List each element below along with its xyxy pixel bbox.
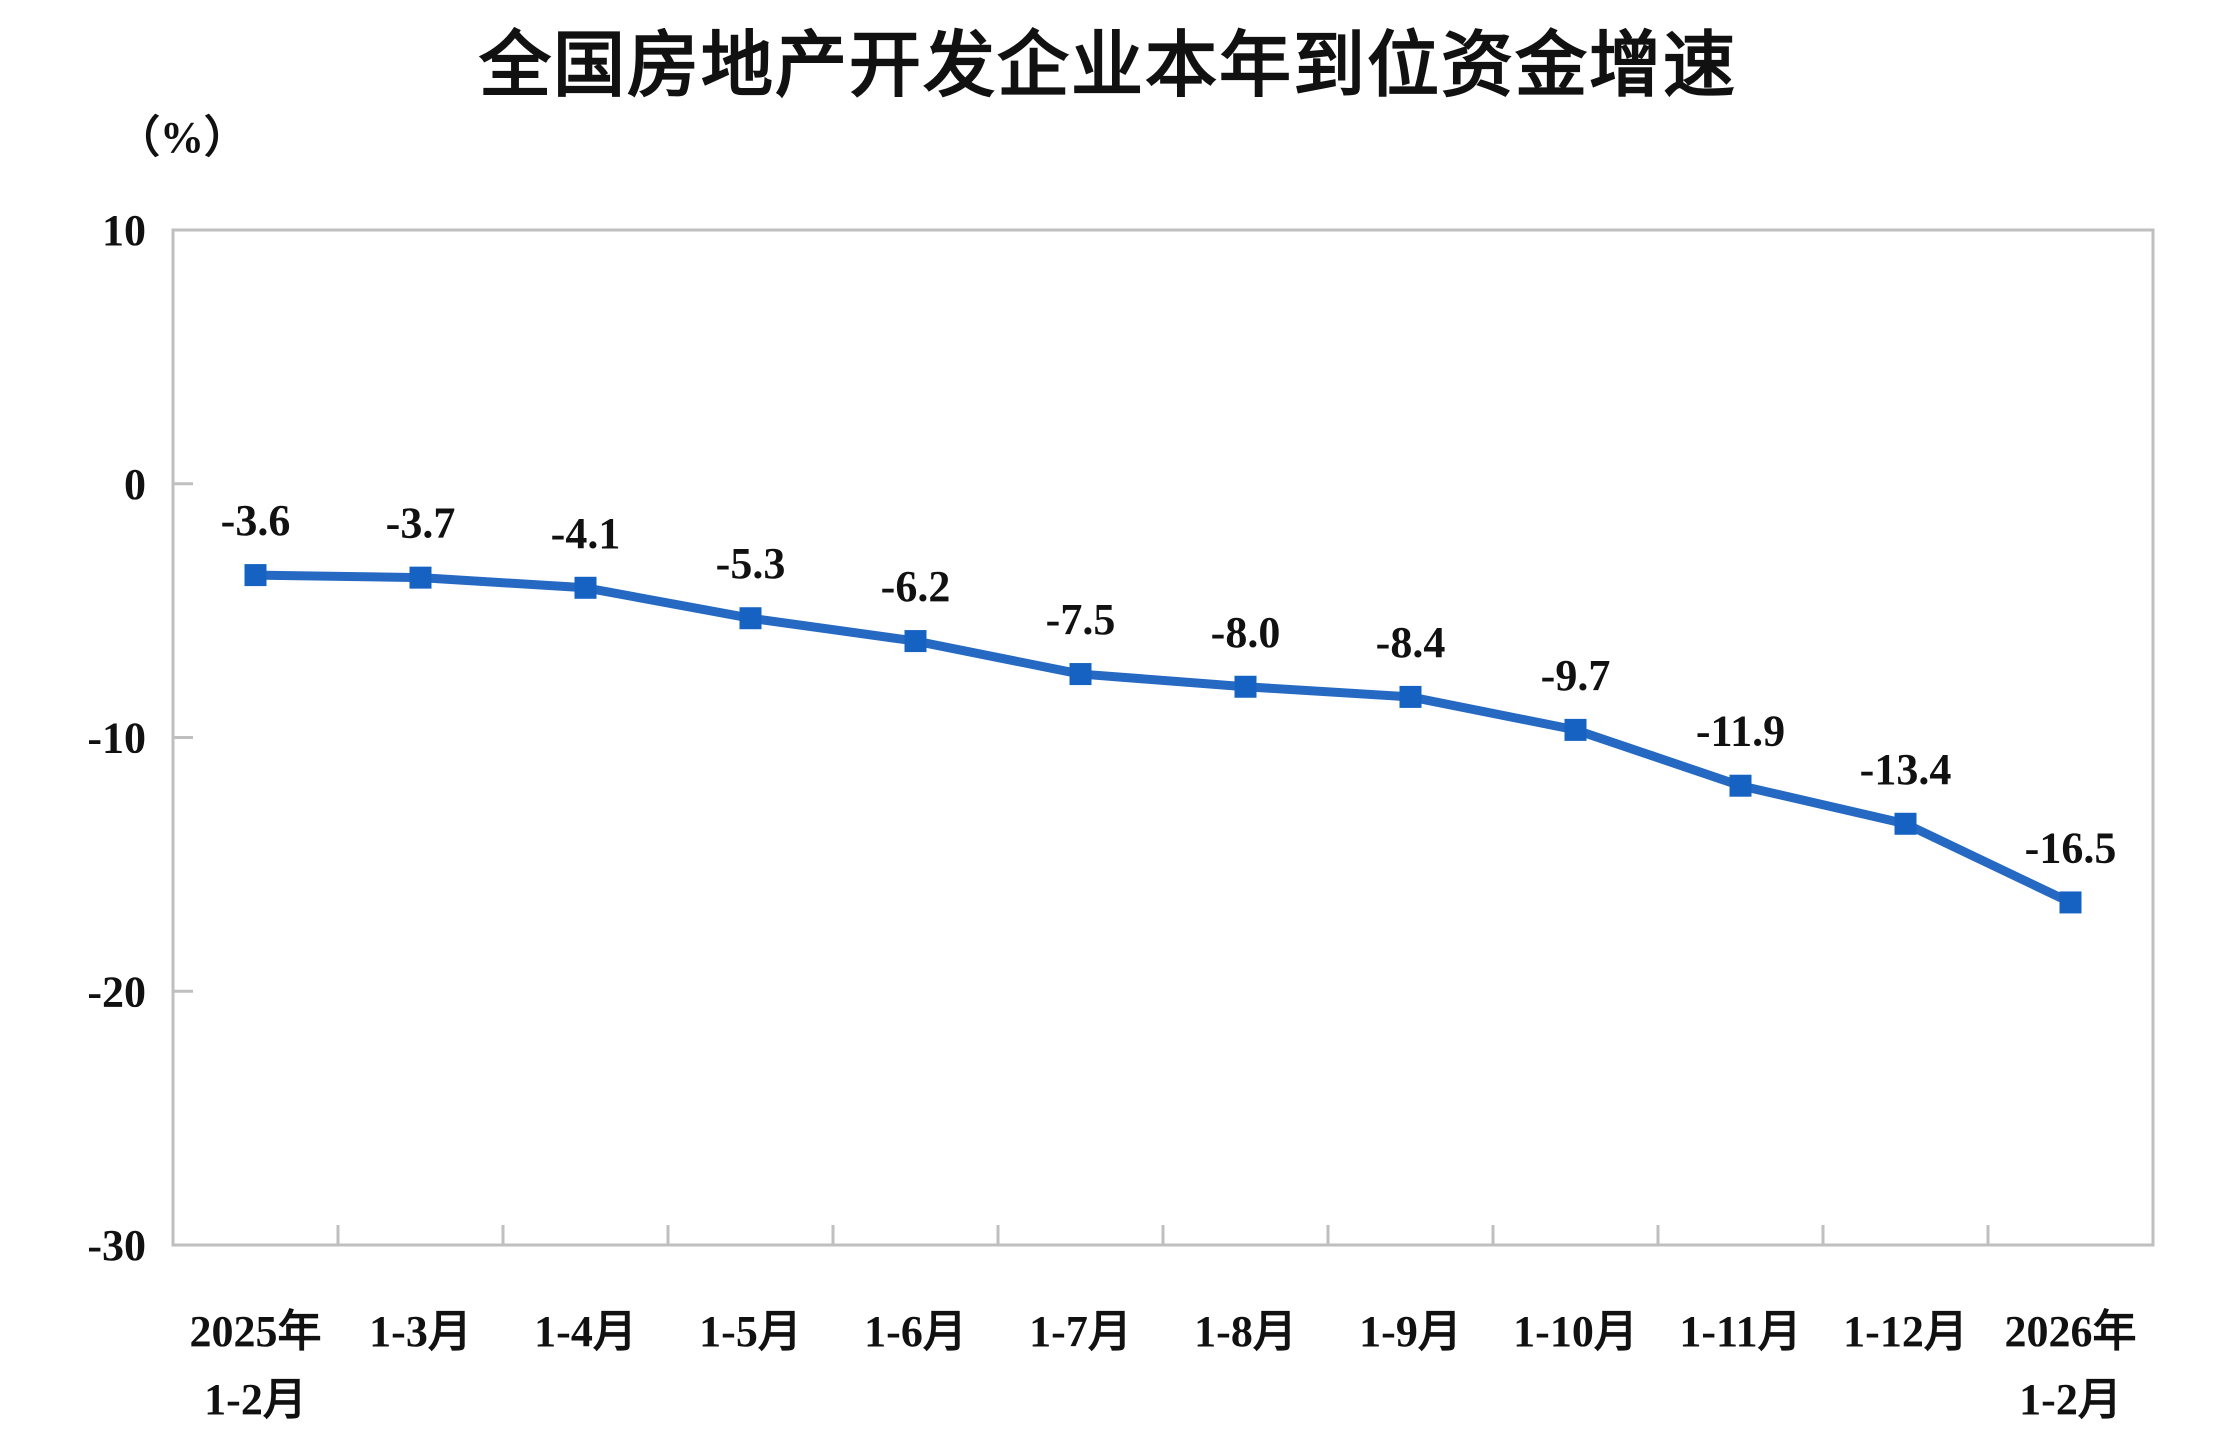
x-axis-label: 2025年 [190, 1307, 322, 1356]
x-axis-label: 2026年 [2005, 1307, 2137, 1356]
data-label: -3.7 [386, 499, 456, 548]
x-axis-label: 1-6月 [864, 1307, 967, 1356]
x-axis-label: 1-2月 [204, 1375, 307, 1424]
data-point-marker [2059, 891, 2082, 914]
x-axis-label: 1-3月 [369, 1307, 472, 1356]
data-label: -8.0 [1211, 608, 1281, 657]
y-axis-unit-label: （%） [116, 113, 248, 162]
y-axis-label: 10 [102, 206, 146, 255]
y-axis-label: 0 [124, 460, 146, 509]
data-point-marker [1399, 685, 1422, 708]
data-point-marker [1564, 718, 1587, 741]
x-axis-label: 1-10月 [1513, 1307, 1638, 1356]
data-point-marker [1234, 675, 1257, 698]
x-axis-label: 1-12月 [1843, 1307, 1968, 1356]
x-axis-label: 1-11月 [1679, 1307, 1801, 1356]
data-point-marker [1069, 663, 1092, 686]
x-axis-label: 1-5月 [699, 1307, 802, 1356]
data-label: -4.1 [551, 509, 621, 558]
y-axis-label: -10 [87, 714, 146, 763]
data-label: -6.2 [881, 562, 951, 611]
x-axis-label: 1-8月 [1194, 1307, 1297, 1356]
y-axis-label: -20 [87, 967, 146, 1016]
x-axis-label: 1-2月 [2019, 1375, 2122, 1424]
data-label: -16.5 [2025, 823, 2117, 872]
data-label: -9.7 [1541, 651, 1611, 700]
x-axis-label: 1-9月 [1359, 1307, 1462, 1356]
data-point-marker [244, 564, 267, 587]
data-point-marker [574, 576, 597, 599]
chart-title: 全国房地产开发企业本年到位资金增速 [478, 26, 1737, 106]
data-point-marker [739, 607, 762, 630]
y-axis-label: -30 [87, 1221, 146, 1270]
data-label: -3.6 [221, 496, 291, 545]
x-axis-label: 1-7月 [1029, 1307, 1132, 1356]
data-point-marker [1729, 774, 1752, 797]
data-label: -8.4 [1376, 618, 1446, 667]
data-point-marker [409, 566, 432, 589]
data-point-marker [904, 630, 927, 653]
data-point-marker [1894, 812, 1917, 835]
data-label: -7.5 [1046, 595, 1116, 644]
data-label: -11.9 [1696, 707, 1785, 756]
plot-area [171, 228, 2155, 1247]
data-line [251, 570, 2075, 907]
x-axis-label: 1-4月 [534, 1307, 637, 1356]
data-label: -13.4 [1860, 745, 1952, 794]
data-label: -5.3 [716, 539, 786, 588]
